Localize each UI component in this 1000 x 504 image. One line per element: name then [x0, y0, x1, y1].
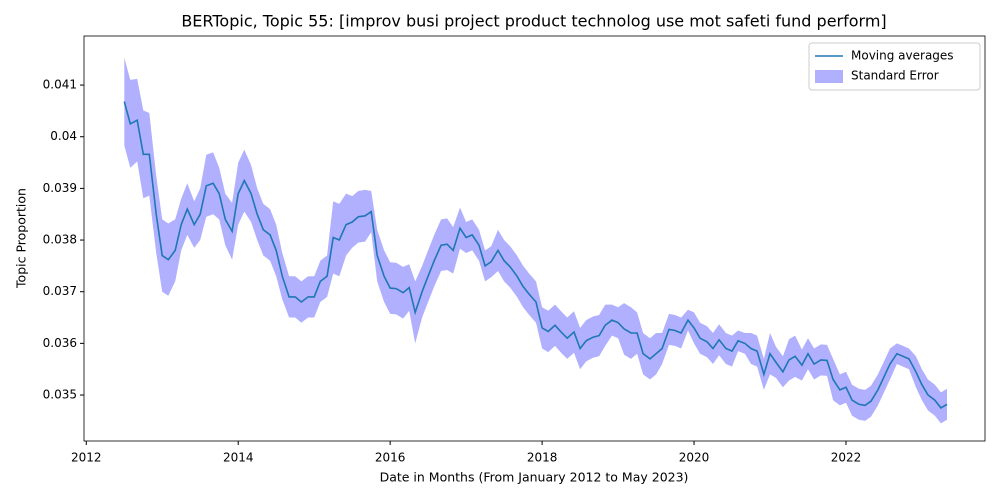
legend: Moving averages Standard Error	[808, 42, 981, 91]
y-tick-label: 0.037	[43, 284, 77, 298]
chart-title: BERTopic, Topic 55: [improv busi project…	[181, 12, 886, 31]
x-axis-label: Date in Months (From January 2012 to May…	[380, 470, 689, 485]
legend-patch	[815, 70, 843, 83]
x-tick-label: 2014	[223, 451, 254, 465]
y-tick-label: 0.035	[43, 388, 77, 402]
y-tick-label: 0.04	[50, 129, 77, 143]
plot-frame	[83, 35, 986, 442]
legend-label: Moving averages	[851, 49, 954, 63]
legend-box	[808, 42, 981, 91]
x-tick-label: 2012	[71, 451, 102, 465]
x-tick-label: 2016	[375, 451, 406, 465]
x-tick-label: 2018	[527, 451, 558, 465]
y-axis-label: Topic Proportion	[14, 188, 29, 289]
error-band	[124, 57, 948, 424]
x-tick-label: 2022	[831, 451, 862, 465]
legend-label: Standard Error	[851, 69, 939, 83]
y-tick-label: 0.038	[43, 233, 77, 247]
y-tick-label: 0.041	[43, 78, 77, 92]
x-tick-label: 2020	[679, 451, 710, 465]
y-tick-label: 0.039	[43, 181, 77, 195]
line	[123, 101, 948, 409]
y-tick-label: 0.036	[43, 336, 77, 350]
